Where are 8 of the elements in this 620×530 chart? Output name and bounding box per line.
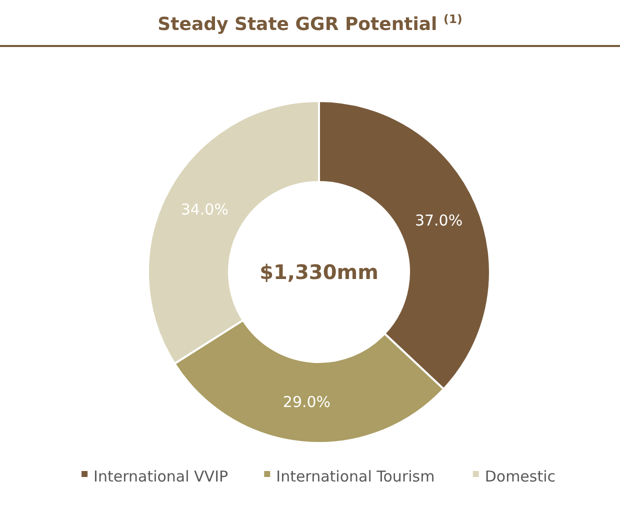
text: $1,330mm [260,260,378,284]
data-label: 34.0% [180,200,228,218]
data-label: 29.0% [282,393,331,412]
legend-label: International Tourism [276,467,435,486]
data-label: 37.0% [414,211,463,230]
legend-label: Domestic [484,467,556,486]
legend-label: International VVIP [94,467,228,486]
chart-title: Steady State GGR Potential $^{(1)}$ [158,12,462,35]
